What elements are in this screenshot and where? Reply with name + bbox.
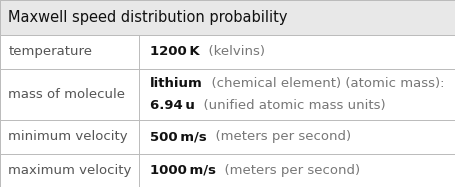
Bar [0, 120, 455, 154]
Text: 1000 m/s: 1000 m/s [150, 164, 216, 177]
Bar [0, 69, 455, 120]
Text: (kelvins): (kelvins) [200, 45, 265, 59]
Bar [0, 35, 455, 69]
Text: lithium: lithium [150, 77, 203, 90]
Text: mass of molecule: mass of molecule [8, 88, 125, 101]
Text: (meters per second): (meters per second) [216, 164, 360, 177]
Text: (meters per second): (meters per second) [207, 130, 351, 143]
Text: 500 m/s: 500 m/s [150, 130, 207, 143]
Text: minimum velocity: minimum velocity [8, 130, 128, 143]
Text: (chemical element) (atomic mass):: (chemical element) (atomic mass): [203, 77, 445, 90]
Text: (unified atomic mass units): (unified atomic mass units) [195, 99, 386, 112]
Bar [0, 0, 455, 35]
Text: 1200 K: 1200 K [150, 45, 200, 59]
Text: maximum velocity: maximum velocity [8, 164, 131, 177]
Text: temperature: temperature [8, 45, 92, 59]
Text: 6.94 u: 6.94 u [150, 99, 195, 112]
Text: Maxwell speed distribution probability: Maxwell speed distribution probability [8, 10, 288, 25]
Bar [0, 154, 455, 187]
